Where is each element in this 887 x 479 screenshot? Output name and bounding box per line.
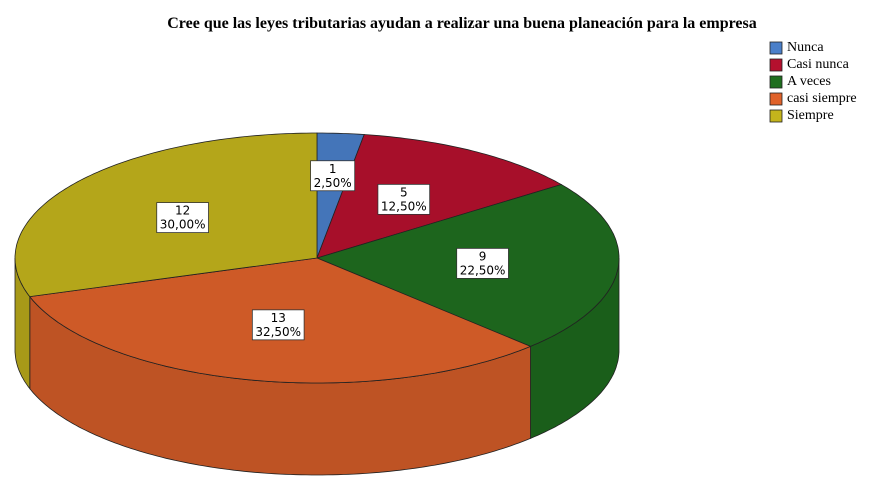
legend-swatch bbox=[769, 58, 783, 72]
label-box bbox=[456, 247, 509, 279]
legend-label: casi siempre bbox=[787, 91, 857, 106]
percent-label: 12,50% bbox=[381, 199, 427, 213]
percent-label: 32,50% bbox=[255, 325, 301, 339]
legend-swatch bbox=[769, 92, 783, 106]
label-box bbox=[310, 160, 356, 192]
legend-swatch bbox=[769, 75, 783, 89]
value-label: 1 bbox=[329, 162, 337, 176]
value-label: 12 bbox=[175, 204, 190, 218]
label-box bbox=[251, 309, 305, 341]
legend-swatch bbox=[769, 41, 783, 55]
percent-label: 30,00% bbox=[160, 218, 206, 232]
percent-label: 2,50% bbox=[314, 176, 352, 190]
legend-label: Siempre bbox=[787, 108, 834, 123]
label-box bbox=[156, 202, 209, 233]
legend-label: Nunca bbox=[787, 40, 824, 55]
slice bbox=[316, 134, 563, 259]
value-label: 5 bbox=[400, 185, 408, 199]
label-box bbox=[377, 183, 431, 215]
percent-label: 22,50% bbox=[460, 263, 506, 277]
chart-title: Cree que las leyes tributarias ayudan a … bbox=[167, 15, 757, 32]
legend-swatch bbox=[769, 109, 783, 123]
value-label: 9 bbox=[479, 249, 487, 263]
legend-label: A veces bbox=[787, 74, 831, 89]
legend-label: Casi nunca bbox=[787, 57, 850, 72]
value-label: 13 bbox=[271, 311, 286, 325]
